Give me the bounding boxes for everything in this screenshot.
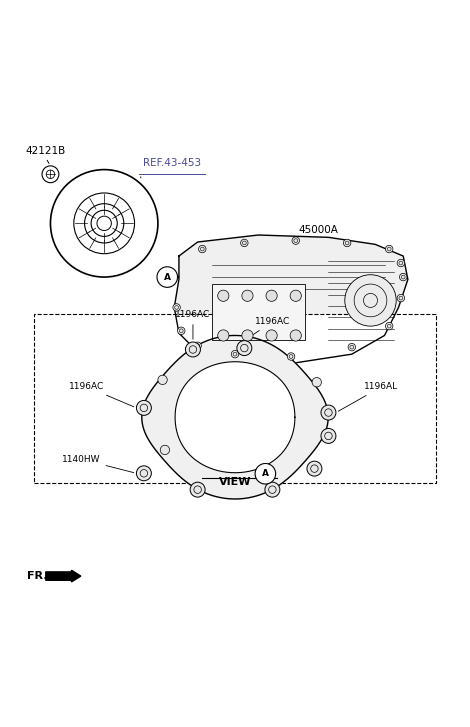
Text: 1196AC: 1196AC	[247, 317, 290, 339]
Circle shape	[321, 405, 336, 420]
Circle shape	[190, 482, 205, 497]
Polygon shape	[142, 335, 328, 499]
Circle shape	[50, 169, 158, 277]
Circle shape	[321, 428, 336, 443]
Circle shape	[237, 341, 252, 356]
Circle shape	[186, 342, 200, 357]
Circle shape	[218, 290, 229, 302]
Text: A: A	[164, 273, 171, 281]
Circle shape	[312, 377, 321, 387]
FancyBboxPatch shape	[212, 284, 305, 340]
Circle shape	[266, 330, 277, 341]
Circle shape	[397, 260, 405, 267]
Circle shape	[307, 461, 322, 476]
Circle shape	[385, 322, 393, 330]
FancyBboxPatch shape	[34, 315, 436, 483]
Text: 1196AC: 1196AC	[69, 382, 134, 407]
Circle shape	[241, 239, 248, 246]
Text: REF.43-453: REF.43-453	[143, 158, 201, 168]
Circle shape	[344, 239, 351, 246]
Text: 45000A: 45000A	[298, 225, 338, 235]
Circle shape	[42, 166, 59, 182]
Circle shape	[397, 294, 405, 302]
Circle shape	[290, 330, 301, 341]
Circle shape	[287, 353, 295, 361]
Circle shape	[218, 330, 229, 341]
Circle shape	[266, 290, 277, 302]
Circle shape	[158, 375, 167, 385]
Circle shape	[265, 482, 280, 497]
Circle shape	[178, 327, 185, 334]
Circle shape	[242, 290, 253, 302]
FancyArrow shape	[46, 570, 81, 582]
Circle shape	[385, 245, 393, 253]
Circle shape	[348, 343, 355, 351]
Circle shape	[255, 464, 275, 484]
Text: 1196AL: 1196AL	[338, 382, 399, 411]
Polygon shape	[175, 362, 295, 473]
Circle shape	[160, 445, 170, 454]
Circle shape	[345, 275, 396, 326]
Circle shape	[198, 245, 206, 253]
Text: 1140HW: 1140HW	[62, 455, 134, 473]
Circle shape	[136, 466, 151, 481]
Circle shape	[157, 267, 178, 287]
Circle shape	[173, 304, 180, 311]
Text: FR.: FR.	[27, 571, 47, 581]
Circle shape	[231, 350, 239, 358]
Text: VIEW: VIEW	[219, 477, 251, 486]
Circle shape	[194, 342, 201, 350]
Text: 1196AC: 1196AC	[175, 310, 211, 340]
Circle shape	[136, 401, 151, 415]
Text: 42121B: 42121B	[26, 145, 66, 156]
Text: A: A	[262, 469, 269, 478]
Circle shape	[400, 273, 407, 281]
Circle shape	[242, 330, 253, 341]
Circle shape	[290, 290, 301, 302]
Circle shape	[292, 237, 299, 244]
Polygon shape	[174, 235, 408, 364]
